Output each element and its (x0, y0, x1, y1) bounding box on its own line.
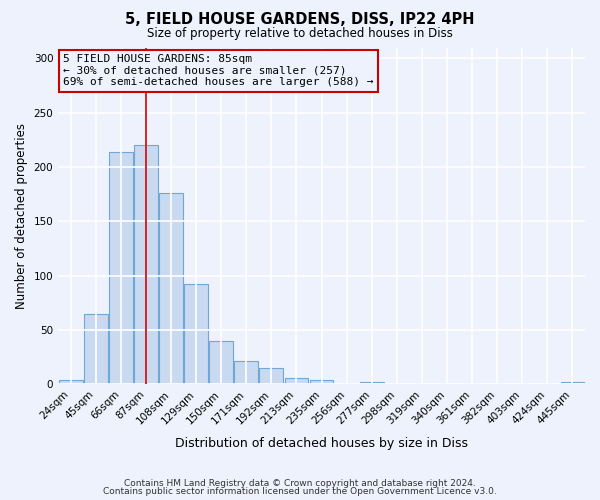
Bar (184, 284, 208, 384)
Y-axis label: Number of detached properties: Number of detached properties (15, 123, 28, 309)
Bar (109, 152, 133, 384)
Bar (134, 145, 158, 384)
Text: 5 FIELD HOUSE GARDENS: 85sqm
← 30% of detached houses are smaller (257)
69% of s: 5 FIELD HOUSE GARDENS: 85sqm ← 30% of de… (64, 54, 374, 88)
Text: Contains public sector information licensed under the Open Government Licence v3: Contains public sector information licen… (103, 487, 497, 496)
Text: 5, FIELD HOUSE GARDENS, DISS, IP22 4PH: 5, FIELD HOUSE GARDENS, DISS, IP22 4PH (125, 12, 475, 28)
Bar (235, 362, 258, 384)
Bar (560, 382, 584, 384)
Bar (310, 380, 334, 384)
Bar (209, 340, 233, 384)
Bar (284, 378, 308, 384)
Bar (84, 314, 108, 384)
X-axis label: Distribution of detached houses by size in Diss: Distribution of detached houses by size … (175, 437, 468, 450)
Text: Contains HM Land Registry data © Crown copyright and database right 2024.: Contains HM Land Registry data © Crown c… (124, 478, 476, 488)
Text: Size of property relative to detached houses in Diss: Size of property relative to detached ho… (147, 28, 453, 40)
Bar (360, 382, 383, 384)
Bar (59, 380, 83, 384)
Bar (159, 193, 183, 384)
Bar (259, 368, 283, 384)
